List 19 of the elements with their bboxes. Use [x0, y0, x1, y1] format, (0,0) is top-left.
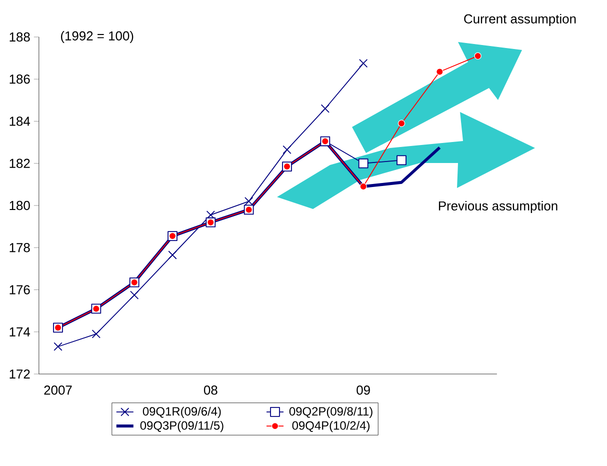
y-tick-label: 182 [10, 158, 30, 168]
legend-label: 09Q1R(09/6/4) [142, 406, 221, 418]
x-tick-label: 2007 [44, 386, 72, 395]
x-tick-label: 09 [356, 386, 370, 395]
annotation: Previous assumption [438, 200, 558, 214]
y-tick-label: 172 [10, 369, 30, 379]
y-tick-label: 174 [10, 327, 30, 336]
legend-label: 09Q4P(10/2/4) [292, 420, 370, 432]
y-tick-label: 178 [10, 243, 30, 252]
annotation: (1992 = 100) [60, 30, 134, 44]
y-tick-label: 184 [10, 116, 30, 126]
y-tick-label: 188 [10, 32, 30, 42]
y-tick-label: 180 [10, 200, 30, 210]
y-tick-label: 186 [10, 74, 30, 84]
y-tick-label: 176 [10, 285, 30, 294]
legend-label: 09Q3P(09/11/5) [140, 420, 224, 432]
legend-label: 09Q2P(09/8/11) [289, 406, 372, 418]
text: Current assumption [464, 14, 576, 26]
x-tick-label: 08 [204, 386, 218, 395]
